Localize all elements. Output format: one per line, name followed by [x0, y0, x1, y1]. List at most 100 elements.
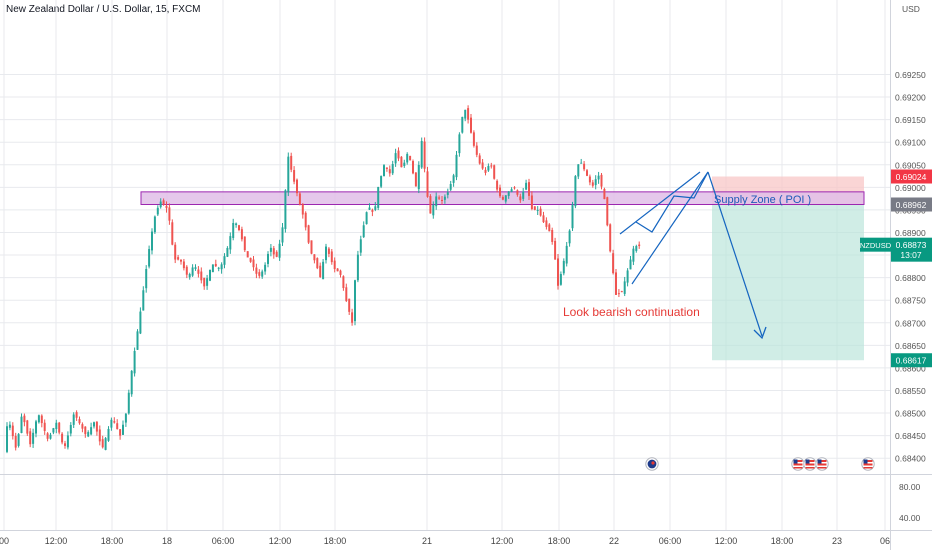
candle	[481, 162, 484, 169]
candle	[499, 187, 501, 197]
candle	[568, 230, 571, 244]
bearish-arrow-line	[707, 171, 763, 337]
candle	[351, 312, 354, 323]
y-tick-label: 0.68700	[895, 318, 926, 328]
candle	[95, 421, 98, 432]
candle	[461, 116, 464, 133]
candle	[507, 191, 510, 196]
candle	[525, 182, 528, 190]
candle	[145, 268, 148, 289]
candle	[484, 169, 487, 173]
candle	[504, 195, 507, 202]
candle	[133, 350, 136, 374]
candle	[290, 155, 293, 170]
candle	[211, 264, 214, 273]
candle	[356, 254, 359, 281]
candle	[40, 415, 43, 424]
candle	[594, 179, 597, 186]
candle	[182, 261, 185, 269]
candle	[272, 248, 275, 255]
candle	[467, 108, 470, 120]
candle	[20, 416, 23, 433]
flag-stripe	[793, 467, 803, 469]
candle	[620, 291, 623, 293]
candle	[151, 231, 153, 251]
candle	[496, 180, 499, 190]
candle	[385, 167, 388, 169]
candle	[84, 426, 87, 435]
candle	[148, 249, 151, 267]
candle	[122, 424, 124, 435]
lower-pane-tick: 80.00	[899, 482, 921, 492]
candle	[533, 206, 536, 210]
y-tick-label: 0.69000	[895, 183, 926, 193]
candle	[252, 259, 255, 268]
candle	[217, 267, 220, 269]
candle	[336, 268, 339, 272]
candle	[617, 293, 620, 295]
candle	[43, 422, 46, 431]
candle	[609, 224, 612, 252]
candle	[580, 162, 583, 164]
candle	[81, 424, 84, 429]
candle	[591, 182, 594, 186]
y-tick-label: 0.68800	[895, 273, 926, 283]
y-tick-label: 0.68900	[895, 228, 926, 238]
candle	[293, 170, 296, 182]
candle	[528, 182, 530, 196]
candle	[380, 176, 383, 187]
y-tick-label: 0.69050	[895, 160, 926, 170]
x-tick-label: 18:00	[548, 536, 571, 546]
candle	[171, 222, 174, 245]
candle	[116, 423, 119, 430]
candle	[327, 248, 330, 254]
candle	[322, 261, 325, 280]
candle	[93, 422, 95, 427]
candle	[597, 175, 600, 180]
candle	[554, 240, 557, 260]
flag-canton	[817, 459, 822, 464]
candle	[203, 277, 206, 287]
x-tick-label: 18	[162, 536, 172, 546]
candle	[458, 134, 461, 154]
candle	[600, 174, 603, 187]
candle	[6, 426, 8, 452]
candle	[249, 257, 252, 262]
candle	[362, 225, 365, 238]
candle	[623, 281, 626, 294]
candle	[632, 248, 635, 262]
candle	[69, 424, 72, 434]
candle	[14, 435, 17, 448]
candle	[635, 246, 638, 251]
flag-canton	[793, 459, 798, 464]
candle	[35, 421, 37, 434]
flag-stripe	[793, 460, 803, 462]
x-tick-label: 06	[880, 536, 890, 546]
candle	[194, 267, 197, 269]
candle	[209, 270, 211, 281]
stop-price-tag-bg	[891, 353, 932, 368]
candle	[188, 274, 191, 278]
candle	[435, 196, 438, 207]
currency-label: USD	[902, 4, 920, 14]
wedge-upper-line	[619, 171, 701, 235]
candle	[87, 432, 90, 437]
candle	[223, 256, 226, 265]
entry-price-tag-bg	[891, 197, 932, 212]
candle	[200, 271, 203, 281]
reward-box	[712, 204, 864, 361]
candle	[261, 271, 264, 277]
candle	[365, 212, 368, 225]
countdown-tag: 13:07	[900, 250, 922, 260]
candle	[409, 155, 412, 161]
candle	[168, 207, 171, 221]
candle	[232, 223, 235, 238]
y-tick-label: 0.68450	[895, 431, 926, 441]
candle	[522, 191, 525, 199]
candle	[420, 140, 423, 168]
candle	[75, 412, 78, 418]
candle	[110, 419, 113, 428]
candle	[269, 247, 272, 252]
price-axis: 0.69250 0.69200 0.69150 0.69100 0.69050 0.690…	[860, 4, 932, 523]
